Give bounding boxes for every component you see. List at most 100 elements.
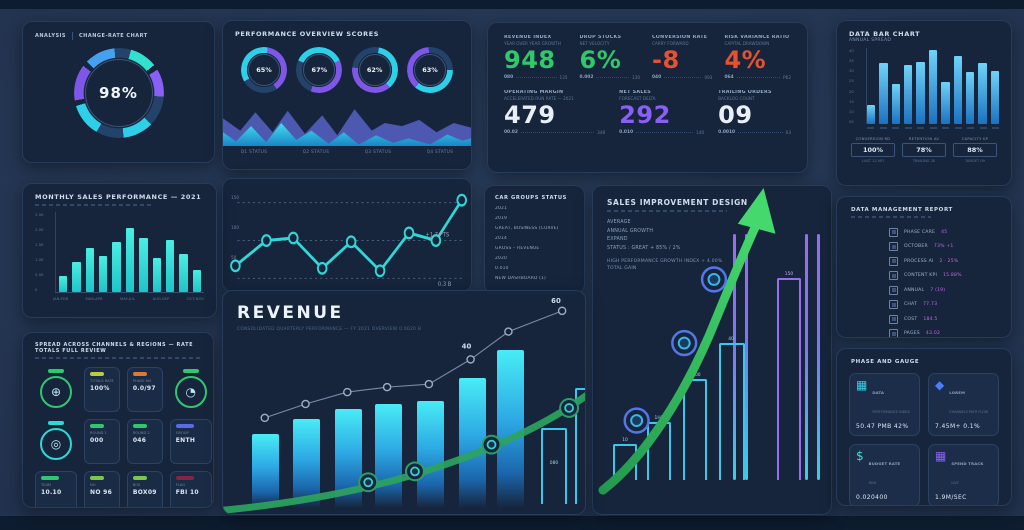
list-item[interactable]: CONTENT KPI 15.88%: [889, 271, 999, 280]
kpi-sublabel: BACKLOG COUNT: [718, 96, 755, 102]
icon-cell[interactable]: ◔: [170, 367, 212, 412]
item-value: 77.73: [923, 302, 938, 307]
y-tick: 30: [849, 68, 854, 74]
list-item[interactable]: OCTOBER 73% +1: [889, 242, 999, 251]
stat-label: TOTALS RATE: [90, 379, 114, 383]
panel-channel-grid: SPREAD ACROSS CHANNELS & REGIONS — RATE …: [22, 332, 214, 508]
bar-chart: 40 35 30 25 20 15 10 05: [849, 48, 999, 124]
metric-card[interactable]: ◆ LOREM CHANNELS PATH FLOW 7.45M+ 0.1%: [928, 373, 999, 436]
status-chip: [48, 421, 64, 425]
list-item[interactable]: GROSS – REVENUE: [495, 246, 540, 251]
stat-box[interactable]: CONVERSION RD 100% LAST 12 MO: [851, 136, 895, 163]
list-item[interactable]: 2021: [495, 206, 507, 211]
stat-cell[interactable]: BOX BOX09: [126, 471, 163, 507]
stat-cell[interactable]: NO NO 96: [84, 471, 120, 507]
bar: [59, 276, 68, 292]
stat-cell[interactable]: PHASE NO 0.0/97: [126, 367, 163, 412]
stat-boxes: CONVERSION RD 100% LAST 12 MO RETENTION …: [849, 136, 999, 163]
card-sublabel: RUN: [868, 481, 877, 485]
bar: [965, 72, 975, 124]
bar: [916, 61, 925, 124]
list-item[interactable]: 2020: [495, 256, 507, 261]
subtitle-rule: [607, 210, 727, 212]
stat-label: ROUND 1: [90, 431, 107, 435]
list-item[interactable]: 2014: [495, 236, 507, 241]
kpi-row-1: REVENUE INDEX YEAR OVER YEAR GROWTH 948 …: [488, 23, 807, 80]
kpi-label: OPERATING MARGIN: [504, 90, 564, 96]
outline-bar: [647, 422, 671, 480]
y-tick: 35: [849, 58, 854, 64]
y-tick: 0.5K: [35, 272, 44, 277]
accent-line: [817, 234, 820, 480]
bar: [152, 258, 161, 292]
stat-value: 000: [90, 437, 104, 444]
list-item[interactable]: CHAT 77.73: [889, 300, 999, 309]
kpi-footer-right: 130: [631, 75, 640, 81]
stat-cell[interactable]: ROUND 2 046: [126, 419, 163, 464]
status-chip: [132, 476, 148, 480]
kpi-footer-right: P62: [783, 75, 791, 81]
gauge-inner: 98%: [84, 59, 153, 127]
line-chart: +1.7 PTS 0.3 B: [230, 193, 467, 288]
outline-bar: [719, 343, 745, 480]
kpi-value: 948: [504, 46, 556, 74]
bar-label: 0000: [689, 373, 701, 378]
stat-cell[interactable]: FLAG FBI 10: [169, 471, 212, 507]
stat-label: CAPACITY KP: [961, 136, 989, 141]
item-label: PAGES: [904, 331, 920, 336]
bar: [139, 237, 148, 292]
stat-value: 100%: [851, 143, 895, 157]
target-icon: ◔: [174, 376, 207, 408]
bar: [72, 261, 81, 292]
kpi-label: RISK VARIANCE RATIO: [724, 35, 790, 40]
kpi-footer-left: 040: [651, 75, 662, 81]
score-gauge: 63%: [398, 38, 462, 102]
card-value: 7.45M+ 0.1%: [935, 423, 981, 430]
stat-label: NO: [90, 483, 96, 487]
stat-value: ENTH: [175, 437, 196, 444]
item-label: CHAT: [904, 302, 918, 307]
kpi-value: 4%: [724, 46, 767, 74]
y-axis: 2.5K 2.0K 1.5K 1.0K 0.5K 0: [35, 212, 51, 292]
kpi-sublabel: CAPITAL DRAWDOWN: [724, 41, 770, 46]
list-item[interactable]: 0.010: [495, 266, 509, 271]
bar: [179, 253, 188, 292]
card-sublabel: CHANNELS PATH FLOW: [949, 410, 989, 414]
card-sublabel: LIVE: [951, 481, 959, 485]
list-item[interactable]: PROCESS AI 2 · 25%: [889, 256, 999, 266]
stat-cell[interactable]: TEAM 10.10: [35, 471, 77, 507]
stat-box[interactable]: RETENTION AV 78% TRAILING 30: [902, 136, 946, 163]
stat-cell[interactable]: GROUP ENTH: [169, 419, 212, 464]
y-tick: 40: [849, 48, 854, 53]
panel-monthly-bars: MONTHLY SALES PERFORMANCE — 2021 2.5K 2.…: [22, 183, 217, 318]
item-value: 7 (19): [930, 287, 946, 293]
list-item[interactable]: 2019: [495, 216, 507, 221]
icon-cell[interactable]: ◎: [35, 419, 77, 464]
kpi-value: -8: [651, 46, 680, 74]
doc-icon: [889, 314, 898, 324]
kpi-footer-left: 0.002: [579, 75, 594, 81]
list-item[interactable]: ANNUAL 7 (19): [889, 285, 999, 295]
card-value: 1.9M/SEC: [935, 494, 967, 501]
subtitle-rule: [851, 216, 932, 218]
kpi-sublabel: NET VELOCITY: [579, 41, 610, 46]
stat-cell[interactable]: ROUND 1 000: [84, 419, 120, 464]
metric-card[interactable]: ▦ SPEND TRACK LIVE 1.9M/SEC: [928, 444, 999, 505]
stat-box[interactable]: CAPACITY KP 88% TARGET 09: [953, 136, 997, 163]
metric-card[interactable]: ▦ DATA PERFORMANCE INDEX 50.47 PMB 42%: [849, 373, 920, 436]
bullet-item: ANNUAL GROWTH: [607, 228, 654, 234]
table-icon: ▦: [935, 449, 947, 463]
gauge-value: 98%: [99, 84, 138, 102]
list-item[interactable]: PAGES 43.02: [889, 329, 999, 337]
list-item[interactable]: PHASE CARE 45: [889, 227, 999, 237]
icon-cell[interactable]: ⊕: [35, 367, 77, 412]
list-item[interactable]: COST 184.5: [889, 314, 999, 324]
panel-title: DATA BAR CHART: [849, 30, 921, 38]
divider: [72, 32, 74, 40]
metric-card[interactable]: $ BUDGET RATE RUN 0.020400: [849, 444, 920, 505]
stat-cell[interactable]: TOTALS RATE 100%: [84, 367, 120, 412]
list-item[interactable]: GREAT, BUSINESS (CURVE): [495, 226, 559, 231]
bar: [867, 105, 876, 124]
list-item[interactable]: NEW DASHBOARD (1): [495, 276, 546, 281]
item-label: OCTOBER: [904, 244, 928, 249]
